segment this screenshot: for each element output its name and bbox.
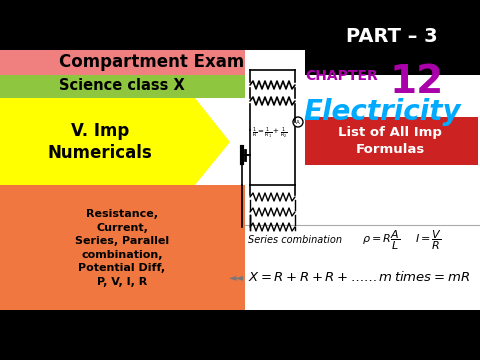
Text: $I = \dfrac{V}{R}$: $I = \dfrac{V}{R}$ <box>415 228 442 252</box>
Text: V. Imp
Numericals: V. Imp Numericals <box>48 122 152 162</box>
Bar <box>245 50 305 225</box>
Text: Series combination: Series combination <box>248 235 342 245</box>
Text: Resistance,
Current,
Series, Parallel
combination,
Potential Diff,
P, V, I, R: Resistance, Current, Series, Parallel co… <box>75 209 169 287</box>
Text: Electricity: Electricity <box>303 98 461 126</box>
Bar <box>245 225 480 310</box>
Text: ◄◄: ◄◄ <box>229 272 244 282</box>
Bar <box>0 50 480 310</box>
Polygon shape <box>0 98 230 185</box>
Text: 12: 12 <box>390 63 444 101</box>
Text: List of All Imp
Formulas: List of All Imp Formulas <box>338 126 442 156</box>
Text: Compartment Exam: Compartment Exam <box>60 53 245 71</box>
Text: PART – 3: PART – 3 <box>346 27 438 46</box>
Bar <box>305 0 480 75</box>
Text: $X = R + R + R + \ldots\ldots\, m\, \mathit{times} = mR$: $X = R + R + R + \ldots\ldots\, m\, \mat… <box>248 270 470 284</box>
Bar <box>0 50 305 75</box>
Text: Science class X: Science class X <box>59 78 185 94</box>
Bar <box>0 185 245 310</box>
Bar <box>0 310 480 360</box>
Bar <box>303 117 478 165</box>
Text: $\rho = R\dfrac{A}{L}$: $\rho = R\dfrac{A}{L}$ <box>362 228 400 252</box>
Text: $\frac{1}{R}=\frac{1}{R_1}+\frac{1}{R_2}$: $\frac{1}{R}=\frac{1}{R_1}+\frac{1}{R_2}… <box>252 126 288 140</box>
Bar <box>0 0 480 50</box>
Text: CHAPTER: CHAPTER <box>305 69 378 83</box>
Text: A: A <box>296 120 300 125</box>
Bar <box>0 75 245 98</box>
